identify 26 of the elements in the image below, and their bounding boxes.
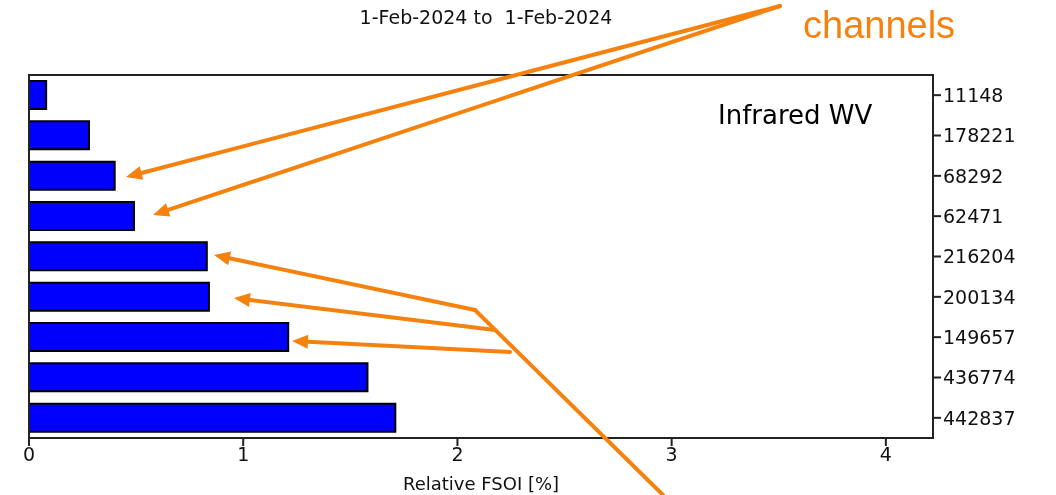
y-tick-label: 149657 <box>943 325 1016 348</box>
x-tick-label: 0 <box>22 443 36 466</box>
x-tick-label: 2 <box>451 443 464 466</box>
y-tick-label: 200134 <box>943 285 1016 308</box>
bar <box>29 241 208 272</box>
y-tick-label: 68292 <box>943 164 1004 187</box>
bar <box>29 362 369 393</box>
bar <box>29 201 135 231</box>
annotation: Infrared WV <box>718 100 873 130</box>
y-tick-label: 178221 <box>943 124 1016 147</box>
y-tick-label: 216204 <box>943 245 1016 268</box>
x-tick-label: 3 <box>665 443 678 466</box>
y-tick-label: 62471 <box>943 204 1004 227</box>
chart-title: 1-Feb-2024 to 1-Feb-2024 <box>359 6 613 28</box>
y-tick-label: 442837 <box>943 406 1016 429</box>
x-tick-label: 1 <box>237 443 250 466</box>
bar <box>29 120 90 151</box>
y-tick-label: 11148 <box>943 83 1004 106</box>
x-axis-title: Relative FSOI [%] <box>402 473 560 494</box>
text: channels <box>803 4 956 47</box>
y-tick-label: 436774 <box>943 366 1016 389</box>
bar <box>29 160 116 191</box>
bar <box>29 80 48 110</box>
x-tick-label: 4 <box>879 443 892 466</box>
bar <box>29 281 210 312</box>
bar <box>29 402 397 433</box>
